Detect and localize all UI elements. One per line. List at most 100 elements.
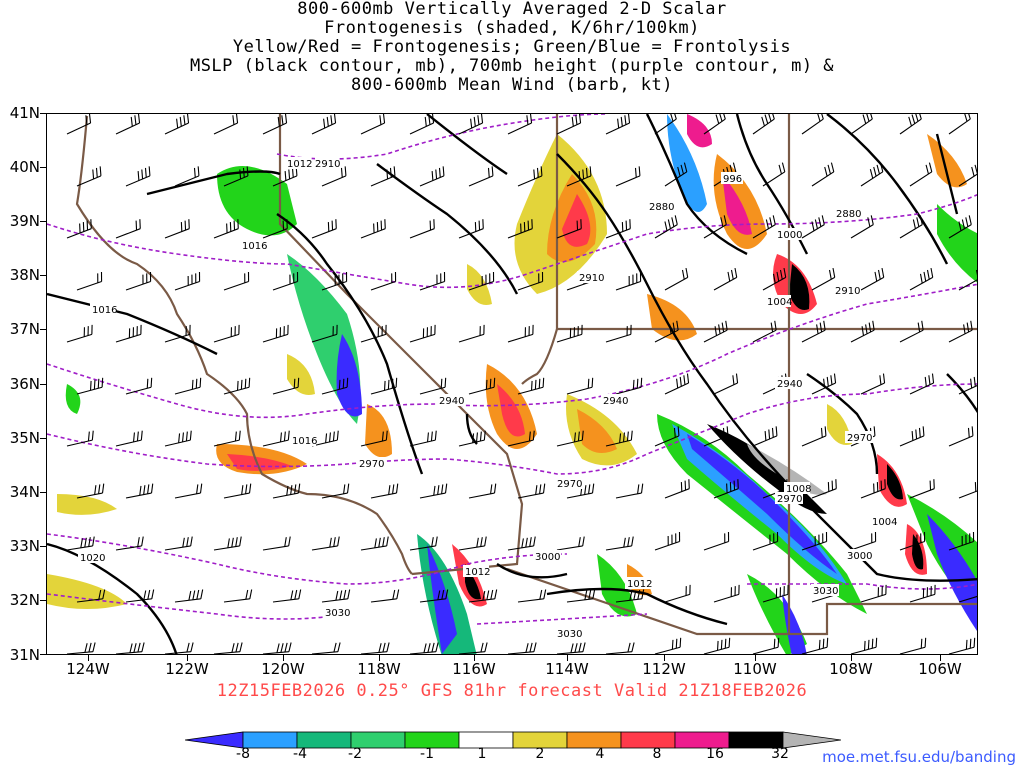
wind-barb bbox=[419, 272, 446, 291]
wind-barb bbox=[703, 637, 731, 654]
wind-barb bbox=[654, 426, 680, 447]
wind-barb bbox=[76, 166, 102, 187]
wind-barb bbox=[468, 589, 498, 603]
wind-barb bbox=[468, 166, 494, 187]
mslp-label: 1016 bbox=[92, 305, 117, 316]
wind-barb bbox=[272, 589, 302, 603]
wind-barb bbox=[664, 373, 690, 395]
colorbar-svg bbox=[184, 731, 842, 749]
wind-barb bbox=[321, 272, 348, 291]
lon-label-106w: 106W bbox=[918, 660, 962, 678]
mslp-label: 1012 bbox=[287, 159, 312, 170]
wind-barb bbox=[752, 426, 778, 447]
wind-barb bbox=[703, 114, 726, 135]
height-label: 2940 bbox=[777, 379, 802, 390]
wind-barb bbox=[801, 532, 828, 551]
wind-barb bbox=[605, 642, 635, 654]
wind-barb bbox=[360, 114, 386, 135]
wind-barb bbox=[370, 166, 396, 187]
wind-barb bbox=[125, 589, 155, 603]
wind-barb bbox=[507, 114, 533, 135]
wind-barb bbox=[507, 430, 535, 447]
wind-barb bbox=[762, 162, 786, 187]
wind-barb bbox=[899, 532, 926, 551]
wind-barb bbox=[370, 272, 397, 291]
credit-link[interactable]: moe.met.fsu.edu/banding bbox=[822, 748, 1016, 766]
wind-barb bbox=[556, 642, 586, 654]
wind-barb bbox=[66, 114, 92, 135]
wind-barb bbox=[174, 589, 204, 603]
wind-barb bbox=[801, 426, 827, 447]
wind-barb bbox=[115, 430, 143, 447]
wind-barb bbox=[664, 479, 690, 499]
wind-barb bbox=[556, 536, 585, 551]
wind-barb bbox=[713, 479, 739, 499]
lon-tick bbox=[88, 655, 89, 661]
wind-barb bbox=[262, 642, 292, 654]
wind-barb bbox=[899, 114, 922, 135]
wind-barb bbox=[615, 166, 641, 187]
wind-barb bbox=[811, 479, 837, 499]
wind-barb bbox=[213, 642, 243, 654]
wind-barb bbox=[115, 536, 144, 551]
wind-barb bbox=[615, 589, 645, 603]
wind-barb bbox=[419, 589, 449, 603]
wind-barb bbox=[468, 483, 497, 499]
lat-tick bbox=[40, 492, 46, 493]
wind-barb bbox=[517, 377, 545, 395]
wind-barb bbox=[311, 642, 341, 654]
wind-barb bbox=[76, 272, 103, 291]
wind-barb bbox=[164, 642, 194, 654]
wind-barb bbox=[605, 536, 634, 551]
wind-barb bbox=[213, 219, 239, 239]
height-label: 2970 bbox=[777, 494, 802, 505]
wind-barb bbox=[615, 272, 642, 291]
forecast-valid-text: 12Z15FEB2026 0.25° GFS 81hr forecast Val… bbox=[216, 681, 808, 701]
wind-barb bbox=[125, 377, 153, 395]
lat-label-38n: 38N bbox=[9, 266, 40, 284]
wind-barb bbox=[115, 114, 141, 135]
wind-barb bbox=[272, 377, 300, 395]
frontogenesis-shading bbox=[47, 114, 977, 654]
wind-barb bbox=[948, 532, 975, 551]
mslp-label: 996 bbox=[723, 174, 742, 185]
wind-barb bbox=[213, 114, 239, 135]
height-label: 2940 bbox=[439, 396, 464, 407]
state-borders bbox=[75, 114, 977, 636]
wind-barb bbox=[664, 162, 688, 187]
wind-barb bbox=[713, 584, 740, 603]
wind-barb bbox=[125, 483, 154, 499]
wind-barbs bbox=[66, 114, 977, 654]
wind-barb bbox=[360, 430, 388, 447]
wind-barb bbox=[899, 320, 924, 343]
wind-barb bbox=[517, 272, 544, 291]
mslp-label: 1000 bbox=[777, 230, 802, 241]
lat-label-35n: 35N bbox=[9, 429, 40, 447]
lon-tick bbox=[851, 655, 852, 661]
map-canvas: 1012 1016 1016 1016 996 1000 1004 1004 1… bbox=[47, 114, 977, 654]
wind-barb bbox=[517, 483, 546, 499]
wind-barb bbox=[958, 593, 977, 603]
wind-barb bbox=[909, 373, 935, 395]
height-label: 3000 bbox=[535, 552, 560, 563]
wind-barb bbox=[174, 166, 200, 187]
wind-barb bbox=[556, 430, 584, 447]
wind-barb bbox=[850, 320, 875, 343]
wind-barb bbox=[713, 267, 738, 291]
wind-barb bbox=[164, 324, 191, 343]
lon-label-122w: 122W bbox=[165, 660, 209, 678]
wind-barb bbox=[909, 162, 933, 187]
wind-barb bbox=[272, 272, 299, 291]
lon-label-112w: 112W bbox=[642, 660, 686, 678]
colorbar-label: -4 bbox=[293, 746, 307, 762]
wind-barb bbox=[115, 219, 141, 239]
wind-barb bbox=[909, 267, 934, 291]
height-label: 2880 bbox=[649, 202, 674, 213]
wind-barb bbox=[174, 377, 202, 395]
height-label: 2880 bbox=[836, 209, 861, 220]
lon-tick bbox=[283, 655, 284, 661]
map-panel[interactable]: 1012 1016 1016 1016 996 1000 1004 1004 1… bbox=[46, 113, 978, 655]
wind-barb bbox=[370, 483, 399, 499]
wind-barb bbox=[125, 272, 152, 291]
wind-barb bbox=[164, 430, 192, 447]
